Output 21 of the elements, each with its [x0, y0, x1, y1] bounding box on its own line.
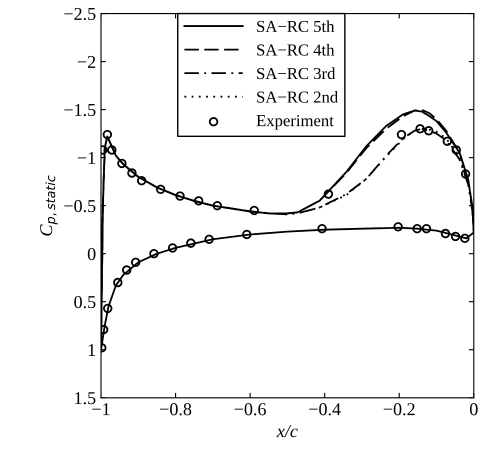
x-tick-label: 0	[470, 403, 478, 416]
legend-label: SA−RC 3rd	[257, 67, 336, 80]
y-tick-label: 1.5	[75, 392, 96, 404]
y-tick-label: 0	[88, 248, 96, 260]
legend-label: SA−RC 2nd	[257, 90, 338, 103]
x-tick-label: −0.6	[234, 403, 266, 416]
legend-label: SA−RC 4th	[257, 44, 334, 56]
y-tick-label: −0.5	[64, 200, 96, 212]
y-tick-label: 1	[88, 344, 96, 356]
x-tick-label: −0.4	[309, 403, 341, 416]
y-axis-title: C$_{p,static}$	[40, 175, 58, 236]
x-tick-label: −0.2	[384, 403, 415, 416]
x-tick-label: −0.8	[160, 403, 192, 416]
legend-label: SA−RC 5th	[257, 20, 334, 32]
y-tick-label: −1	[78, 152, 96, 164]
y-tick-label: −2.5	[64, 8, 96, 20]
y-tick-label: 0.5	[74, 296, 96, 308]
legend-label: Experiment	[256, 115, 334, 130]
y-tick-label: −2	[78, 56, 96, 68]
y-tick-label: −1.5	[64, 104, 96, 116]
x-axis-title: x/c	[276, 425, 298, 438]
